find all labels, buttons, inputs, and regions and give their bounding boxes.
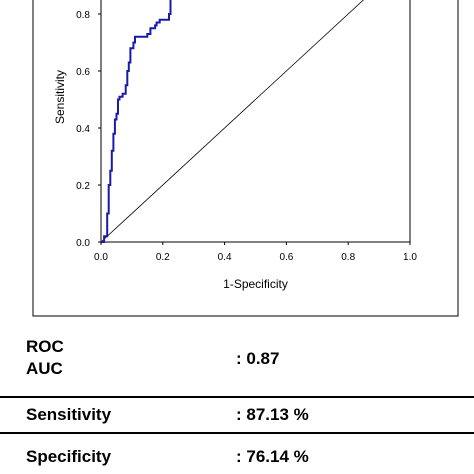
y-axis-label: Sensitivity bbox=[53, 70, 67, 124]
reference-line-layer bbox=[100, 0, 364, 243]
y-ticks: 0.0 0.2 0.4 0.6 0.8 bbox=[76, 10, 101, 249]
x-axis-label: 1-Specificity bbox=[223, 277, 288, 291]
x-tick-label: 1.0 bbox=[403, 252, 417, 263]
stat-label-line: Sensitivity bbox=[26, 405, 112, 424]
x-tick-label: 0.4 bbox=[218, 252, 232, 263]
y-tick-label: 0.6 bbox=[76, 67, 90, 78]
stat-label-line: Specificity bbox=[26, 447, 112, 466]
y-tick-label: 0.2 bbox=[76, 181, 90, 192]
roc-figure: 0.0 0.2 0.4 0.6 0.8 1.0 0.0 0.2 0.4 0.6 0.8 1-Spe… bbox=[32, 0, 459, 317]
y-tick-label: 0.8 bbox=[76, 10, 90, 21]
figure-frame bbox=[32, 0, 459, 317]
x-tick-label: 0.8 bbox=[341, 252, 355, 263]
stat-label-line: AUC bbox=[26, 359, 63, 378]
stat-value: : 76.14 % bbox=[236, 447, 309, 466]
table-divider bbox=[0, 432, 474, 434]
stat-label: Sensitivity bbox=[26, 404, 111, 426]
x-tick-label: 0.2 bbox=[156, 252, 170, 263]
y-tick-label: 0.0 bbox=[76, 238, 90, 249]
reference-line bbox=[100, 0, 364, 243]
plot-area bbox=[100, 0, 411, 243]
stat-label: ROC AUC bbox=[26, 336, 64, 380]
table-divider bbox=[0, 396, 474, 398]
x-tick-label: 0.6 bbox=[279, 252, 293, 263]
stat-value: : 87.13 % bbox=[236, 405, 309, 424]
y-tick-label: 0.4 bbox=[76, 124, 90, 135]
x-tick-label: 0.0 bbox=[94, 252, 108, 263]
stat-label-line: ROC bbox=[26, 337, 64, 356]
roc-curve bbox=[101, 0, 172, 243]
roc-curve-layer bbox=[101, 0, 172, 243]
x-ticks: 0.0 0.2 0.4 0.6 0.8 1.0 bbox=[94, 242, 417, 263]
stat-label: Specificity bbox=[26, 446, 111, 468]
stat-value: : 0.87 bbox=[236, 349, 280, 368]
